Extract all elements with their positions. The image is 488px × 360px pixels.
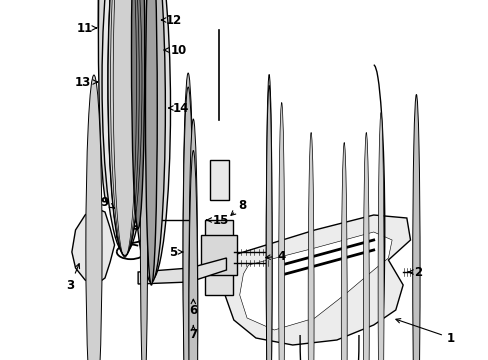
Ellipse shape [98, 0, 116, 203]
Ellipse shape [412, 94, 419, 360]
Text: 12: 12 [161, 14, 181, 27]
Ellipse shape [108, 0, 142, 256]
Polygon shape [239, 232, 391, 330]
Ellipse shape [265, 86, 271, 360]
Polygon shape [138, 258, 226, 284]
Ellipse shape [188, 119, 197, 360]
Polygon shape [224, 215, 409, 345]
Text: 7: 7 [189, 325, 197, 342]
Bar [209, 160, 228, 200]
Ellipse shape [363, 132, 368, 360]
Ellipse shape [137, 0, 165, 283]
Text: 8: 8 [230, 198, 246, 215]
Text: 11: 11 [77, 22, 96, 35]
Text: 3: 3 [66, 264, 80, 292]
Ellipse shape [140, 0, 153, 196]
Ellipse shape [183, 87, 193, 360]
Text: 4: 4 [265, 249, 285, 262]
Ellipse shape [145, 0, 157, 285]
Ellipse shape [136, 0, 158, 193]
Text: 15: 15 [206, 213, 228, 226]
Ellipse shape [117, 0, 159, 220]
Text: 6: 6 [189, 299, 197, 316]
Ellipse shape [124, 0, 152, 224]
Ellipse shape [140, 43, 147, 360]
Ellipse shape [132, 0, 170, 280]
Ellipse shape [265, 75, 271, 360]
Text: 5: 5 [169, 246, 183, 258]
Text: 1: 1 [395, 319, 454, 345]
Ellipse shape [183, 73, 193, 360]
Ellipse shape [188, 150, 197, 360]
Text: 14: 14 [168, 102, 189, 114]
Ellipse shape [341, 143, 346, 360]
Ellipse shape [102, 0, 147, 253]
Text: 9: 9 [101, 195, 114, 208]
Polygon shape [72, 208, 114, 285]
Bar [204, 220, 233, 295]
Text: 10: 10 [164, 44, 186, 57]
Text: 13: 13 [75, 76, 97, 89]
Ellipse shape [278, 103, 284, 360]
Text: 2: 2 [407, 266, 421, 279]
Ellipse shape [131, 0, 144, 229]
Ellipse shape [307, 132, 313, 360]
Bar [201, 235, 236, 275]
Ellipse shape [377, 113, 383, 360]
Ellipse shape [86, 75, 102, 360]
